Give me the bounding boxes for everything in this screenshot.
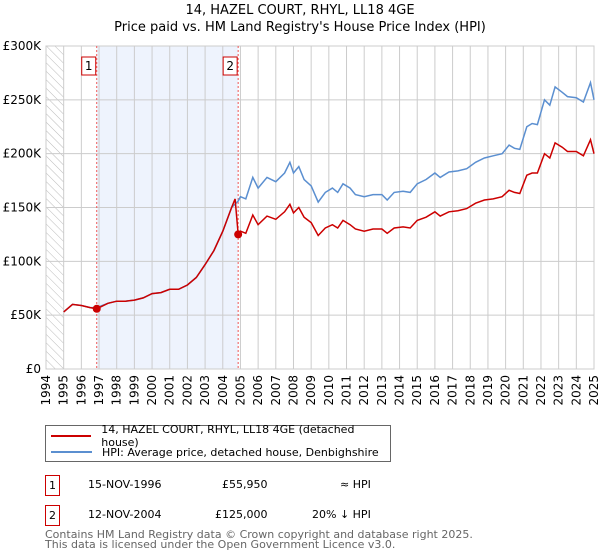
x-tick-label: 2022 bbox=[534, 375, 548, 406]
x-tick-label: 2023 bbox=[552, 375, 566, 406]
x-tick-label: 2019 bbox=[481, 375, 495, 406]
x-tick-label: 1998 bbox=[110, 375, 124, 406]
x-tick-label: 2013 bbox=[375, 375, 389, 406]
x-tick-label: 2003 bbox=[198, 375, 212, 406]
x-tick-label: 2025 bbox=[587, 375, 600, 406]
x-tick-label: 2018 bbox=[463, 375, 477, 406]
x-tick-label: 1999 bbox=[127, 375, 141, 406]
x-tick-label: 2000 bbox=[145, 375, 159, 406]
x-tick-label: 2004 bbox=[216, 375, 230, 406]
x-tick-label: 2006 bbox=[251, 375, 265, 406]
x-tick-label: 2009 bbox=[304, 375, 318, 406]
plot-frame bbox=[45, 45, 595, 370]
x-tick-label: 1994 bbox=[39, 375, 53, 406]
property-line-swatch bbox=[51, 435, 92, 437]
marker-badge: 2 bbox=[45, 505, 60, 526]
transaction-date: 12-NOV-2004 bbox=[88, 508, 162, 521]
legend: 14, HAZEL COURT, RHYL, LL18 4GE (detache… bbox=[45, 423, 391, 462]
transaction-price: £125,000 bbox=[215, 508, 268, 521]
x-tick-label: 1995 bbox=[57, 375, 71, 406]
x-tick-label: 2012 bbox=[357, 375, 371, 406]
sale-point bbox=[234, 230, 243, 239]
x-tick-label: 2014 bbox=[393, 375, 407, 406]
transaction-hpi: ≈ HPI bbox=[340, 478, 371, 491]
footer: Contains HM Land Registry data © Crown c… bbox=[45, 528, 473, 551]
property-series-line bbox=[63, 137, 595, 313]
x-tick-label: 2015 bbox=[410, 375, 424, 406]
x-tick-label: 2005 bbox=[233, 375, 247, 406]
y-tick-label: £150K bbox=[3, 201, 43, 215]
y-tick-label: £100K bbox=[3, 254, 43, 268]
y-tick-label: £0 bbox=[26, 362, 41, 376]
marker-label: 2 bbox=[226, 59, 234, 73]
x-tick-label: 2021 bbox=[516, 375, 530, 406]
y-tick-label: £50K bbox=[10, 308, 42, 322]
sale-point bbox=[92, 304, 101, 313]
chart-subtitle: Price paid vs. HM Land Registry's House … bbox=[114, 20, 486, 35]
transaction-hpi: 20% ↓ HPI bbox=[312, 508, 371, 521]
marker-label: 1 bbox=[85, 59, 93, 73]
marker-badge: 1 bbox=[45, 475, 60, 496]
x-tick-label: 2002 bbox=[180, 375, 194, 406]
transaction-price: £55,950 bbox=[222, 478, 268, 491]
marker-badge bbox=[222, 56, 238, 76]
footer-line-1: Contains HM Land Registry data © Crown c… bbox=[45, 528, 473, 541]
x-tick-label: 2017 bbox=[446, 375, 460, 406]
legend-hpi: HPI: Average price, detached house, Denb… bbox=[102, 445, 379, 459]
hpi-line-swatch bbox=[51, 451, 92, 453]
x-tick-label: 1996 bbox=[74, 375, 88, 406]
legend-property: 14, HAZEL COURT, RHYL, LL18 4GE (detache… bbox=[101, 423, 355, 449]
y-tick-label: £200K bbox=[3, 147, 43, 161]
x-tick-label: 2008 bbox=[286, 375, 300, 406]
marker-badge bbox=[81, 56, 97, 76]
x-tick-label: 2011 bbox=[340, 375, 354, 406]
y-tick-label: £250K bbox=[3, 93, 43, 107]
x-tick-label: 2010 bbox=[322, 375, 336, 406]
y-tick-label: £300K bbox=[3, 39, 43, 53]
x-tick-label: 2024 bbox=[569, 375, 583, 406]
transaction-date: 15-NOV-1996 bbox=[88, 478, 162, 491]
x-tick-label: 2020 bbox=[499, 375, 513, 406]
x-tick-label: 2001 bbox=[163, 375, 177, 406]
footer-line-2: This data is licensed under the Open Gov… bbox=[45, 538, 396, 551]
x-tick-label: 2016 bbox=[428, 375, 442, 406]
x-tick-label: 2007 bbox=[269, 375, 283, 406]
chart-title: 14, HAZEL COURT, RHYL, LL18 4GE bbox=[185, 3, 415, 18]
x-tick-label: 1997 bbox=[92, 375, 106, 406]
